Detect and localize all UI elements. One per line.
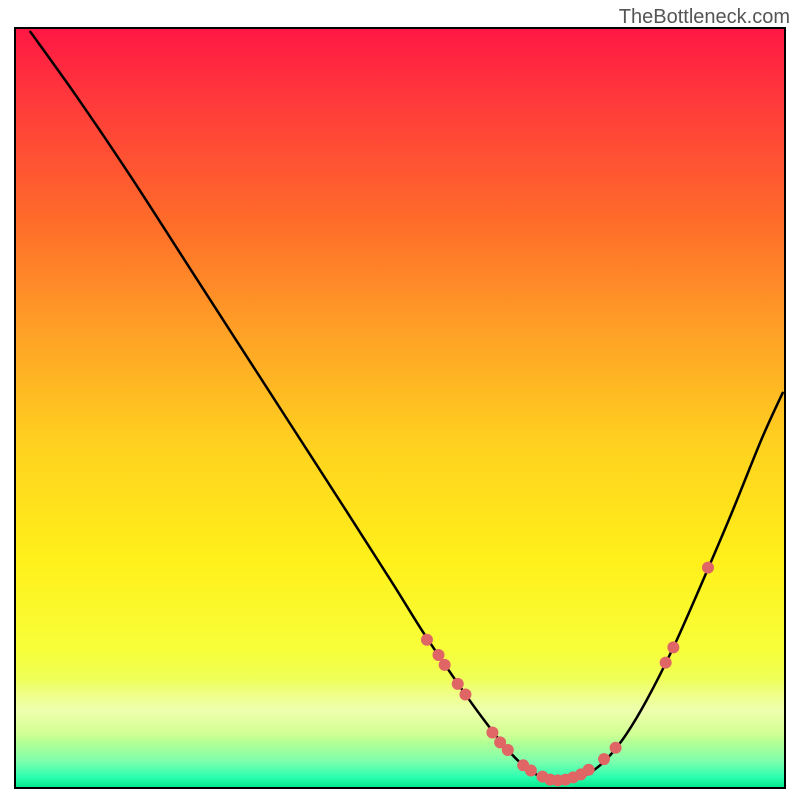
data-marker: [433, 649, 445, 661]
watermark-text: TheBottleneck.com: [619, 6, 790, 29]
data-marker: [583, 764, 595, 776]
data-marker: [439, 659, 451, 671]
gradient-background: [15, 28, 785, 788]
data-marker: [525, 765, 537, 777]
data-marker: [421, 634, 433, 646]
pale-band: [15, 678, 785, 743]
data-marker: [452, 678, 464, 690]
data-marker: [459, 689, 471, 701]
data-marker: [502, 744, 514, 756]
bottleneck-chart: [0, 0, 800, 800]
data-marker: [702, 562, 714, 574]
plot-area: [15, 28, 785, 788]
data-marker: [660, 657, 672, 669]
data-marker: [610, 742, 622, 754]
data-marker: [667, 641, 679, 653]
data-marker: [598, 753, 610, 765]
chart-container: TheBottleneck.com: [0, 0, 800, 800]
data-marker: [486, 727, 498, 739]
